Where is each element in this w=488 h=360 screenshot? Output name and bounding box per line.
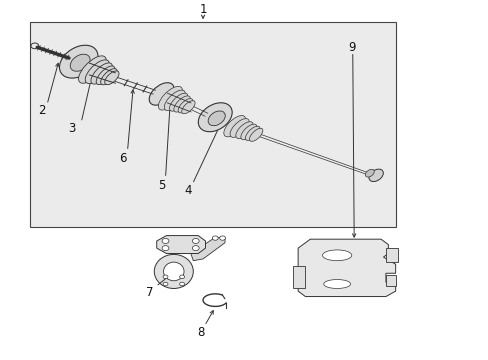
Ellipse shape (154, 255, 193, 288)
Bar (385, 248, 397, 262)
Circle shape (212, 236, 218, 240)
Circle shape (192, 238, 199, 243)
Ellipse shape (235, 122, 253, 139)
Ellipse shape (245, 126, 260, 140)
Ellipse shape (208, 111, 225, 126)
Polygon shape (157, 235, 205, 253)
Circle shape (162, 246, 168, 251)
Text: 1: 1 (199, 3, 206, 16)
Ellipse shape (164, 90, 185, 111)
Ellipse shape (104, 71, 119, 85)
Polygon shape (298, 239, 395, 297)
Ellipse shape (174, 96, 190, 112)
Ellipse shape (241, 124, 256, 140)
Bar (293, 266, 305, 288)
Ellipse shape (323, 279, 350, 288)
Ellipse shape (163, 262, 183, 281)
Ellipse shape (198, 103, 232, 132)
Text: 7: 7 (145, 287, 153, 300)
Circle shape (192, 246, 199, 251)
Ellipse shape (229, 119, 249, 138)
Circle shape (179, 282, 184, 286)
Text: 4: 4 (184, 184, 192, 197)
Circle shape (163, 282, 167, 286)
Text: 3: 3 (67, 122, 75, 135)
Ellipse shape (182, 101, 195, 114)
Text: 5: 5 (158, 179, 165, 192)
Circle shape (163, 275, 167, 279)
Ellipse shape (101, 69, 117, 85)
Ellipse shape (91, 63, 112, 84)
Text: 8: 8 (197, 326, 204, 339)
Ellipse shape (224, 116, 245, 137)
Ellipse shape (85, 60, 109, 84)
Ellipse shape (169, 93, 187, 111)
Ellipse shape (70, 54, 90, 71)
Text: 2: 2 (39, 104, 46, 117)
Ellipse shape (178, 99, 192, 113)
Polygon shape (190, 237, 224, 261)
Bar (385, 275, 395, 286)
Ellipse shape (149, 83, 174, 105)
Ellipse shape (158, 86, 182, 110)
Ellipse shape (322, 250, 351, 261)
Circle shape (179, 275, 184, 279)
Ellipse shape (368, 169, 383, 181)
Text: 9: 9 (347, 41, 355, 54)
Ellipse shape (79, 56, 106, 83)
Circle shape (219, 236, 225, 240)
Ellipse shape (249, 128, 263, 141)
Bar (30, 22, 395, 226)
Ellipse shape (365, 169, 373, 177)
Text: 6: 6 (119, 152, 126, 165)
Ellipse shape (96, 66, 115, 85)
Circle shape (162, 238, 168, 243)
Ellipse shape (60, 45, 98, 78)
